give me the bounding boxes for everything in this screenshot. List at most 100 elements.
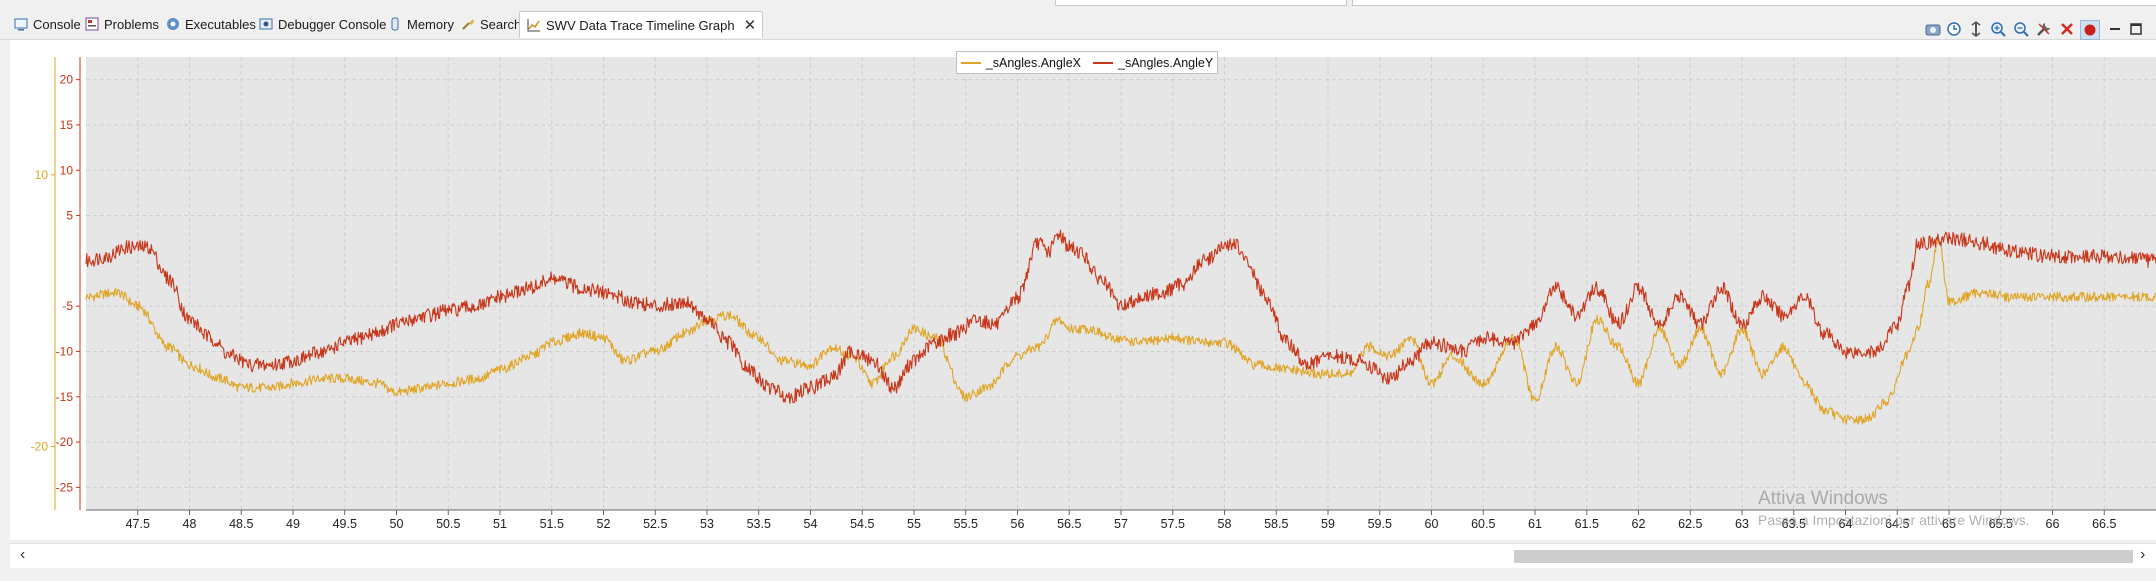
legend-item-anglex: _sAngles.AngleX [960, 55, 1081, 70]
x-tick-label: 66.5 [2092, 517, 2116, 531]
x-tick-label: 52.5 [643, 517, 667, 531]
x-tick-label: 66 [2046, 517, 2060, 531]
x-tick-label: 63 [1735, 517, 1749, 531]
zoom-out-icon[interactable] [2012, 20, 2030, 38]
timeline-chart[interactable]: 20 15 10 5 -5 -10 -15 -20 -25 10 -20 47.5 48 48.5 49 49… [10, 40, 2156, 540]
x-tick-label: 62 [1632, 517, 1646, 531]
x-tick-label: 55.5 [954, 517, 978, 531]
configure-trace-icon[interactable] [1924, 20, 1942, 38]
tab-label: Problems [104, 16, 159, 32]
series-line-anglex [85, 239, 2156, 425]
x-tick-label: 48 [183, 517, 197, 531]
top-panel-edge [1055, 0, 1347, 6]
x-tick-label: 58.5 [1264, 517, 1288, 531]
maximize-icon[interactable] [2127, 20, 2145, 38]
scrollbar-thumb[interactable] [1514, 550, 2133, 563]
search-icon [460, 17, 475, 32]
graph-icon [526, 18, 541, 33]
tab-label: Memory [407, 16, 454, 32]
x-tick-label: 53 [700, 517, 714, 531]
settings-wrench-icon[interactable] [2035, 20, 2053, 38]
tab-swv-data-trace-timeline-graph[interactable]: SWV Data Trace Timeline Graph ✕ [519, 11, 764, 38]
tab-label: SWV Data Trace Timeline Graph [546, 17, 735, 33]
series-line-angley [85, 229, 2156, 404]
problems-icon [84, 17, 99, 32]
record-icon[interactable] [2080, 20, 2100, 40]
tab-search[interactable]: Search [460, 13, 521, 35]
x-tick-label: 61 [1528, 517, 1542, 531]
x-tick-label: 54 [804, 517, 818, 531]
y-tick-label: -25 [56, 480, 74, 494]
top-strip [0, 0, 2156, 7]
y-tick-label: -20 [31, 440, 49, 454]
x-tick-label: 56.5 [1057, 517, 1081, 531]
legend-item-angley: _sAngles.AngleY [1093, 56, 1213, 70]
executables-icon [165, 17, 180, 32]
y-tick-label: 20 [60, 73, 74, 87]
legend-label-anglex: _sAngles.AngleX [985, 55, 1081, 70]
x-tick-label: 50 [390, 517, 404, 531]
x-tick-label: 50.5 [436, 517, 460, 531]
x-tick-label: 65.5 [1989, 517, 2013, 531]
x-tick-label: 59.5 [1368, 517, 1392, 531]
x-tick-label: 60.5 [1471, 517, 1495, 531]
x-tick-label: 58 [1218, 517, 1232, 531]
debugger-console-icon [258, 17, 273, 32]
horizontal-scrollbar[interactable]: ‹ › [10, 543, 2156, 568]
x-tick-label: 56 [1011, 517, 1025, 531]
zoom-in-icon[interactable] [1989, 20, 2007, 38]
x-tick-label: 59 [1321, 517, 1335, 531]
y-tick-label: 10 [60, 163, 74, 177]
x-tick-label: 63.5 [1782, 517, 1806, 531]
tab-problems[interactable]: Problems [84, 13, 159, 35]
scroll-right-icon[interactable]: › [2140, 546, 2146, 563]
tab-debugger-console[interactable]: Debugger Console [258, 13, 386, 35]
tab-executables[interactable]: Executables [165, 13, 256, 35]
y-tick-label: -5 [62, 299, 73, 313]
x-tick-label: 64 [1839, 517, 1853, 531]
tab-memory[interactable]: Memory [387, 13, 454, 35]
tab-label: Debugger Console [278, 16, 387, 32]
minimize-icon[interactable] [2106, 20, 2124, 38]
timestamp-icon[interactable] [1945, 20, 1963, 38]
x-tick-label: 55 [907, 517, 921, 531]
x-tick-label: 48.5 [229, 517, 253, 531]
memory-icon [387, 17, 402, 32]
x-tick-label: 61.5 [1575, 517, 1599, 531]
adjust-y-axis-icon[interactable] [1967, 20, 1985, 38]
x-tick-label: 52 [597, 517, 611, 531]
x-tick-label: 54.5 [850, 517, 874, 531]
x-tick-label: 51 [493, 517, 507, 531]
x-tick-label: 49 [286, 517, 300, 531]
y-tick-label: -10 [56, 344, 74, 358]
x-tick-label: 57.5 [1161, 517, 1185, 531]
x-tick-label: 64.5 [1885, 517, 1909, 531]
top-panel-edge [1352, 0, 2156, 6]
y-tick-label: 15 [60, 118, 74, 132]
x-tick-label: 53.5 [747, 517, 771, 531]
tab-label: Search [480, 16, 522, 32]
x-tick-label: 60 [1425, 517, 1439, 531]
close-icon[interactable]: ✕ [743, 17, 757, 34]
tab-label: Console [33, 16, 81, 32]
legend-swatch-angley [1093, 61, 1113, 64]
x-tick-label: 51.5 [540, 517, 564, 531]
x-tick-label: 65 [1942, 517, 1956, 531]
clear-icon[interactable] [2058, 20, 2076, 38]
y-tick-label: -20 [56, 435, 74, 449]
x-tick-label: 47.5 [126, 517, 150, 531]
legend-label-angley: _sAngles.AngleY [1118, 55, 1214, 70]
tab-console[interactable]: Console [13, 13, 81, 35]
y-tick-label: 10 [35, 168, 49, 182]
view-tab-bar: Console Problems Executables Debugger Co… [0, 8, 2156, 40]
status-strip [0, 568, 2156, 581]
tab-label: Executables [185, 16, 256, 32]
x-tick-label: 49.5 [333, 517, 357, 531]
scroll-left-icon[interactable]: ‹ [20, 546, 26, 563]
console-icon [13, 17, 28, 32]
x-tick-label: 62.5 [1678, 517, 1702, 531]
chart-panel: 20 15 10 5 -5 -10 -15 -20 -25 10 -20 47.5 48 48.5 49 49… [10, 40, 2156, 540]
x-tick-label: 57 [1114, 517, 1128, 531]
y-tick-label: -15 [56, 390, 74, 404]
legend-swatch-anglex [960, 61, 981, 64]
